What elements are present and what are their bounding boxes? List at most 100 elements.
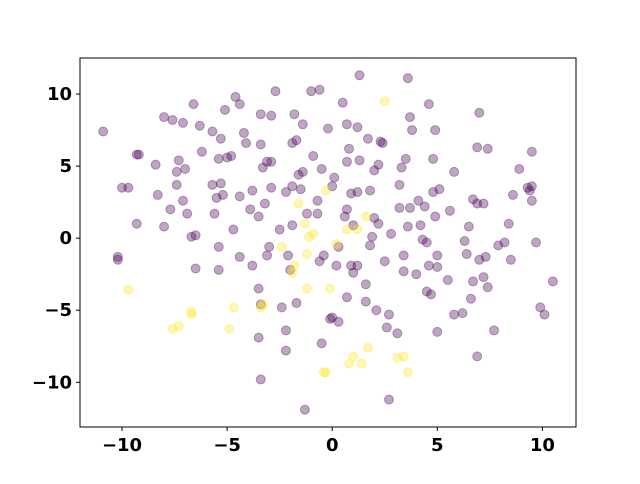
scatter-point <box>301 283 312 294</box>
scatter-point <box>404 202 415 213</box>
scatter-point <box>295 184 306 195</box>
scatter-point <box>287 181 298 192</box>
scatter-point <box>396 162 407 173</box>
scatter-point <box>238 127 249 138</box>
scatter-point <box>194 120 205 131</box>
scatter-point <box>234 191 245 202</box>
scatter-point <box>262 156 273 167</box>
scatter-point <box>318 250 329 261</box>
scatter-point <box>344 143 355 154</box>
scatter-point <box>428 153 439 164</box>
scatter-point <box>402 367 413 378</box>
scatter-point <box>402 73 413 84</box>
scatter-point <box>423 260 434 271</box>
scatter-point <box>354 155 365 166</box>
scatter-point <box>215 133 226 144</box>
scatter-point <box>318 367 329 378</box>
scatter-point <box>341 292 352 303</box>
scatter-point <box>276 241 287 252</box>
y-tick-label: −10 <box>32 372 72 393</box>
scatter-point <box>280 345 291 356</box>
scatter-point <box>505 254 516 265</box>
scatter-point <box>215 178 226 189</box>
scatter-point <box>173 321 184 332</box>
scatter-point <box>472 142 483 153</box>
scatter-point <box>253 283 264 294</box>
scatter-point <box>186 231 197 242</box>
scatter-point <box>394 202 405 213</box>
scatter-point <box>337 97 348 108</box>
scatter-point <box>472 198 483 209</box>
x-tick-label: −10 <box>102 435 142 456</box>
scatter-point <box>419 201 430 212</box>
scatter-point <box>276 302 287 313</box>
scatter-point <box>190 230 201 241</box>
y-tick-label: −5 <box>44 300 72 321</box>
scatter-point <box>211 192 222 203</box>
scatter-point <box>182 208 193 219</box>
scatter-point <box>379 96 390 107</box>
scatter-point <box>285 264 296 275</box>
scatter-point <box>264 241 275 252</box>
scatter-point <box>468 194 479 205</box>
scatter-point <box>320 185 331 196</box>
scatter-point <box>373 159 384 170</box>
scatter-point <box>428 187 439 198</box>
scatter-point <box>207 179 218 190</box>
scatter-point <box>352 224 363 235</box>
scatter-point <box>167 323 178 334</box>
scatter-point <box>293 198 304 209</box>
scatter-point <box>247 185 258 196</box>
scatter-point <box>432 250 443 261</box>
scatter-point <box>365 240 376 251</box>
scatter-point <box>354 70 365 81</box>
scatter-point <box>188 99 199 110</box>
scatter-point <box>234 99 245 110</box>
scatter-point <box>341 204 352 215</box>
scatter-point <box>360 279 371 290</box>
scatter-point <box>386 228 397 239</box>
scatter-point <box>314 84 325 95</box>
scatter-point <box>234 251 245 262</box>
x-tick-label: 0 <box>326 435 339 456</box>
scatter-point <box>381 322 392 333</box>
scatter-point <box>430 125 441 136</box>
scatter-point <box>474 107 485 118</box>
scatter-point <box>230 91 241 102</box>
x-tick-label: −5 <box>213 435 241 456</box>
scatter-point <box>299 404 310 415</box>
scatter-point <box>417 234 428 245</box>
scatter-point <box>325 283 336 294</box>
scatter-point <box>98 126 109 137</box>
scatter-point <box>150 159 161 170</box>
scatter-point <box>360 296 371 307</box>
scatter-point <box>266 182 277 193</box>
scatter-point <box>259 198 270 209</box>
scatter-point <box>289 260 300 271</box>
scatter-point <box>312 195 323 206</box>
y-tick-label: 0 <box>59 228 72 249</box>
scatter-point <box>112 251 123 262</box>
scatter-point <box>222 152 233 163</box>
scatter-point <box>522 182 533 193</box>
scatter-point <box>457 308 468 319</box>
scatter-point <box>444 205 455 216</box>
scatter-point <box>224 323 235 334</box>
scatter-point <box>209 208 220 219</box>
scatter-point <box>327 312 338 323</box>
scatter-point <box>280 325 291 336</box>
scatter-point <box>503 218 514 229</box>
scatter-point <box>301 249 312 260</box>
scatter-point <box>123 182 134 193</box>
scatter-point <box>461 249 472 260</box>
scatter-point <box>331 260 342 271</box>
scatter-point <box>293 169 304 180</box>
scatter-point <box>369 165 380 176</box>
scatter-point <box>411 269 422 280</box>
scatter-point <box>133 149 144 160</box>
scatter-point <box>171 179 182 190</box>
scatter-point <box>482 282 493 293</box>
scatter-point <box>369 212 380 223</box>
scatter-point <box>131 218 142 229</box>
